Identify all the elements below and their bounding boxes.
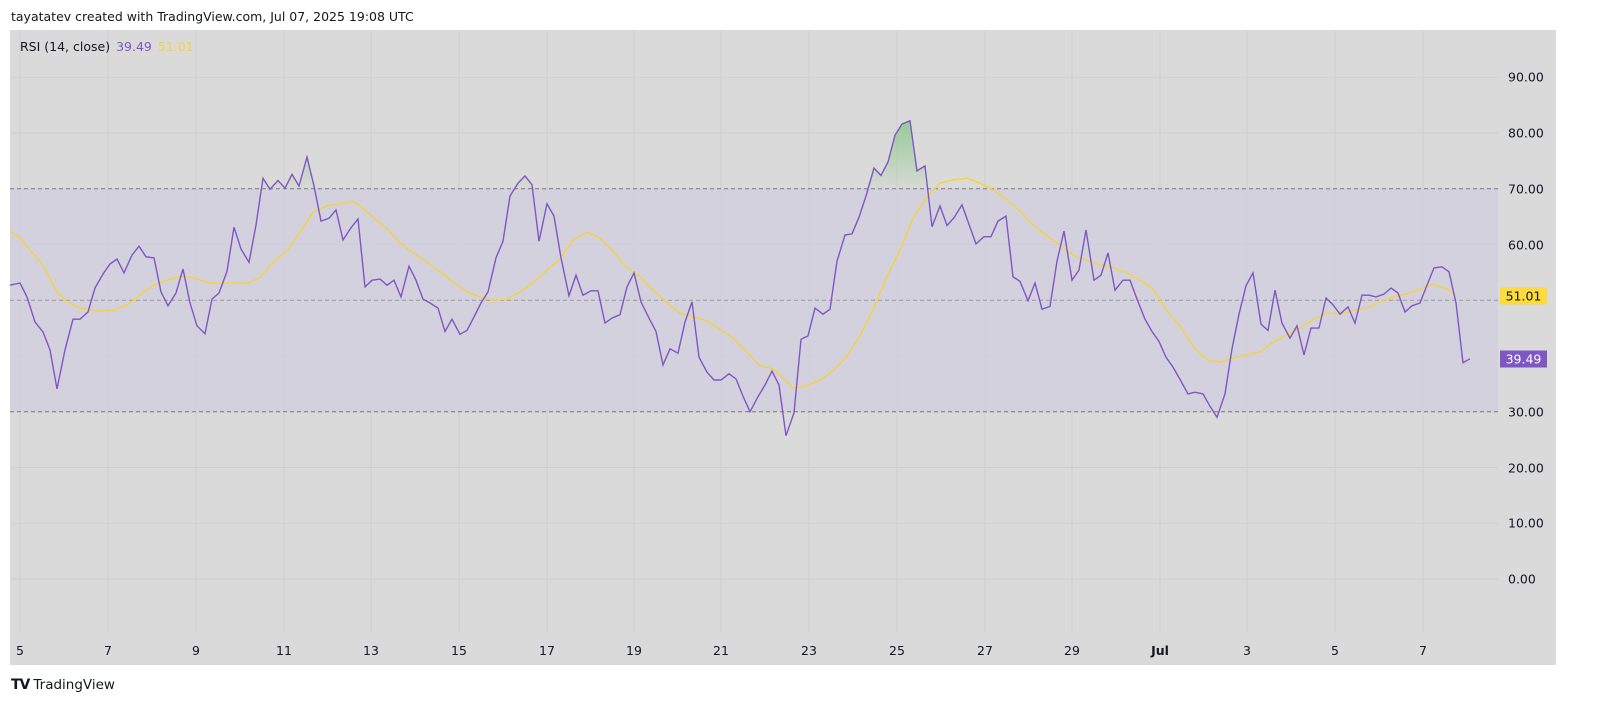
signal-legend-value: 51.01 xyxy=(157,39,194,54)
y-tick-label: 30.00 xyxy=(1508,404,1544,420)
overbought-fill xyxy=(261,120,928,189)
x-tick-label: Jul xyxy=(1151,643,1169,658)
signal-line xyxy=(9,177,1456,389)
y-tick-label: 0.00 xyxy=(1508,571,1536,587)
x-tick-label: 23 xyxy=(801,643,817,658)
x-tick-label: 11 xyxy=(276,643,292,658)
y-tick-label: 20.00 xyxy=(1508,460,1544,475)
x-tick-label: 7 xyxy=(104,643,112,658)
footer-brand[interactable]: TV TradingView xyxy=(11,677,115,693)
rsi-line xyxy=(9,119,1471,436)
y-tick-label: 80.00 xyxy=(1508,125,1544,141)
y-tick-label: 10.00 xyxy=(1508,515,1544,531)
indicator-name: RSI (14, close) xyxy=(20,39,111,54)
x-tick-label: 17 xyxy=(539,643,555,658)
indicator-legend[interactable]: RSI (14, close) 39.49 51.01 xyxy=(20,39,194,54)
x-tick-label: 19 xyxy=(626,643,642,658)
signal-price-badge: 51.01 xyxy=(1500,287,1547,305)
x-tick-label: 25 xyxy=(889,643,905,658)
x-tick-label: 5 xyxy=(16,643,24,658)
x-tick-label: 3 xyxy=(1243,643,1251,658)
x-tick-label: 15 xyxy=(451,643,467,658)
y-tick-label: 90.00 xyxy=(1508,69,1544,85)
x-tick-label: 7 xyxy=(1419,643,1427,658)
band-lines xyxy=(10,188,1498,413)
x-tick-label: 9 xyxy=(192,643,200,658)
brand-name: TradingView xyxy=(33,677,115,693)
rsi-price-badge: 39.49 xyxy=(1500,350,1547,368)
attribution-text: tayatatev created with TradingView.com, … xyxy=(11,9,414,24)
x-tick-label: 13 xyxy=(363,643,379,658)
y-tick-label: 60.00 xyxy=(1508,237,1544,252)
x-tick-label: 27 xyxy=(977,643,993,658)
x-tick-label: 21 xyxy=(713,643,729,658)
x-tick-label: 5 xyxy=(1331,643,1339,658)
y-tick-label: 70.00 xyxy=(1508,181,1544,197)
rsi-legend-value: 39.49 xyxy=(116,39,152,54)
x-tick-label: 29 xyxy=(1064,643,1080,658)
tradingview-logo-icon: TV xyxy=(11,677,30,693)
